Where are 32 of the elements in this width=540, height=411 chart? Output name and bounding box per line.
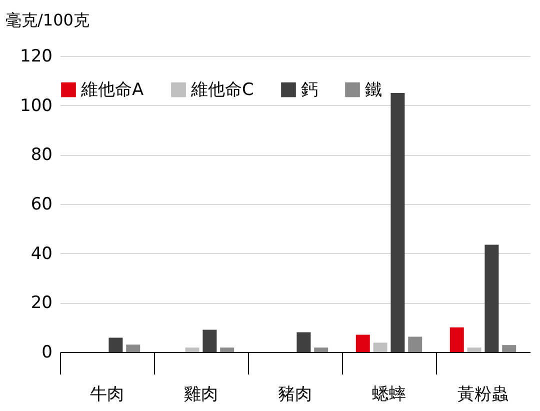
bar: [108, 338, 123, 352]
bar: [126, 344, 140, 352]
x-tick-label: 牛肉: [90, 384, 124, 404]
bar: [502, 345, 516, 352]
y-tick-label: 100: [20, 96, 52, 116]
bar: [185, 348, 200, 352]
legend-label: 鈣: [301, 80, 318, 100]
y-tick-label: 80: [30, 145, 52, 166]
x-tick-label: 雞肉: [184, 384, 218, 404]
x-tick-label: 蟋蟀: [372, 384, 406, 404]
bar: [202, 330, 217, 352]
bar: [314, 348, 328, 352]
bar: [296, 332, 311, 352]
y-axis-title: 毫克/100克: [6, 10, 90, 30]
y-tick-label: 0: [42, 342, 52, 362]
bar: [356, 334, 370, 352]
x-tick-label: 黃粉蟲: [458, 384, 508, 404]
bar: [450, 327, 464, 352]
bar: [373, 342, 388, 352]
bar: [467, 348, 482, 352]
y-tick-label: 20: [30, 293, 52, 314]
legend-label: 維他命C: [190, 80, 254, 100]
bar: [220, 348, 234, 352]
x-tick-label: 豬肉: [278, 384, 312, 404]
bar: [408, 336, 422, 352]
bar: [484, 244, 499, 352]
y-tick-label: 120: [20, 46, 52, 66]
y-tick-label: 40: [30, 244, 52, 264]
bar: [390, 93, 405, 352]
y-tick-label: 60: [30, 194, 52, 214]
legend-label: 鐵: [365, 80, 382, 100]
legend-label: 維他命A: [80, 80, 144, 100]
